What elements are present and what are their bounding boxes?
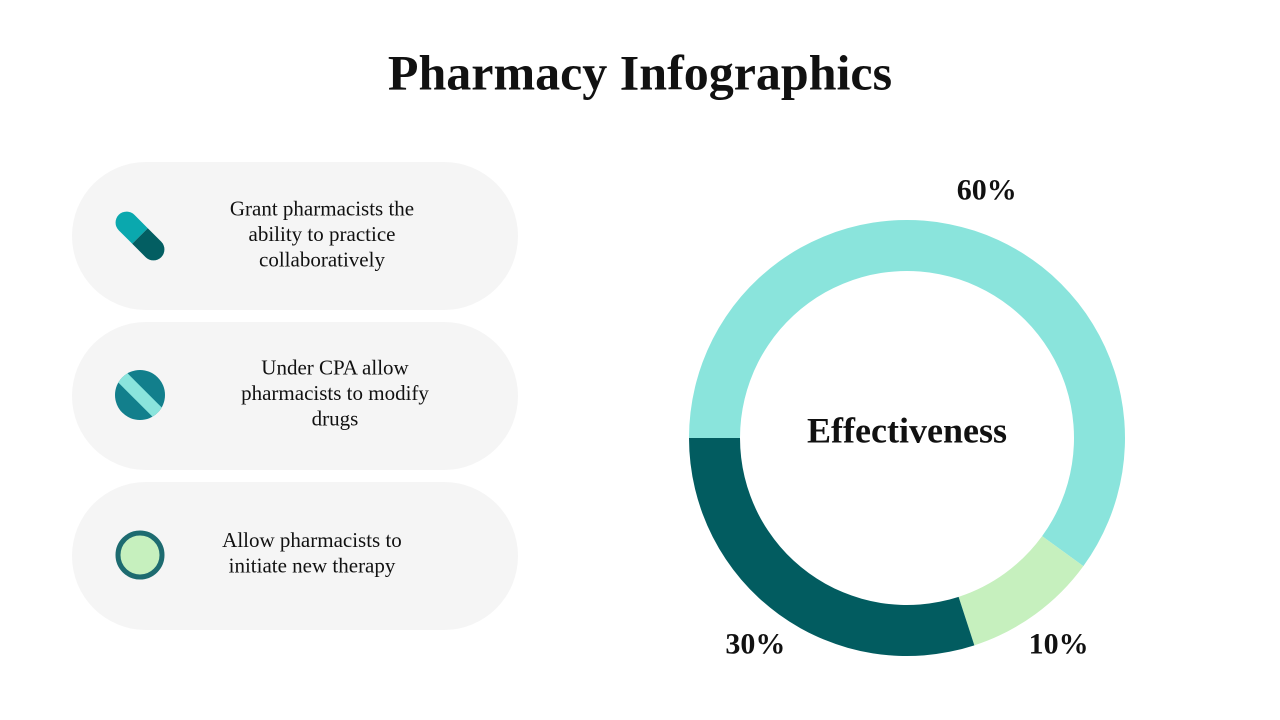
item-text: pharmacists to modify bbox=[241, 381, 429, 405]
donut-segment bbox=[958, 536, 1084, 646]
capsule-icon bbox=[115, 211, 165, 261]
item-text: Allow pharmacists to bbox=[222, 528, 402, 552]
item-card bbox=[72, 162, 518, 310]
tablet-icon bbox=[115, 370, 165, 420]
item-text: initiate new therapy bbox=[229, 554, 396, 578]
value-label: 10% bbox=[1029, 628, 1089, 661]
item-card bbox=[72, 322, 518, 470]
item-text: Under CPA allow bbox=[261, 355, 409, 379]
item-text: drugs bbox=[312, 406, 359, 430]
title: Pharmacy Infographics bbox=[388, 44, 892, 100]
donut-segment bbox=[688, 438, 975, 656]
center-label: Effectiveness bbox=[807, 410, 1007, 450]
item-text: collaboratively bbox=[259, 247, 385, 271]
item-card bbox=[72, 482, 518, 630]
donut-segment bbox=[689, 219, 1125, 567]
item-text: Grant pharmacists the bbox=[230, 196, 414, 220]
value-label: 60% bbox=[957, 174, 1017, 207]
value-label: 30% bbox=[725, 628, 785, 661]
circle-icon bbox=[115, 530, 165, 580]
item-text: ability to practice bbox=[249, 222, 396, 246]
